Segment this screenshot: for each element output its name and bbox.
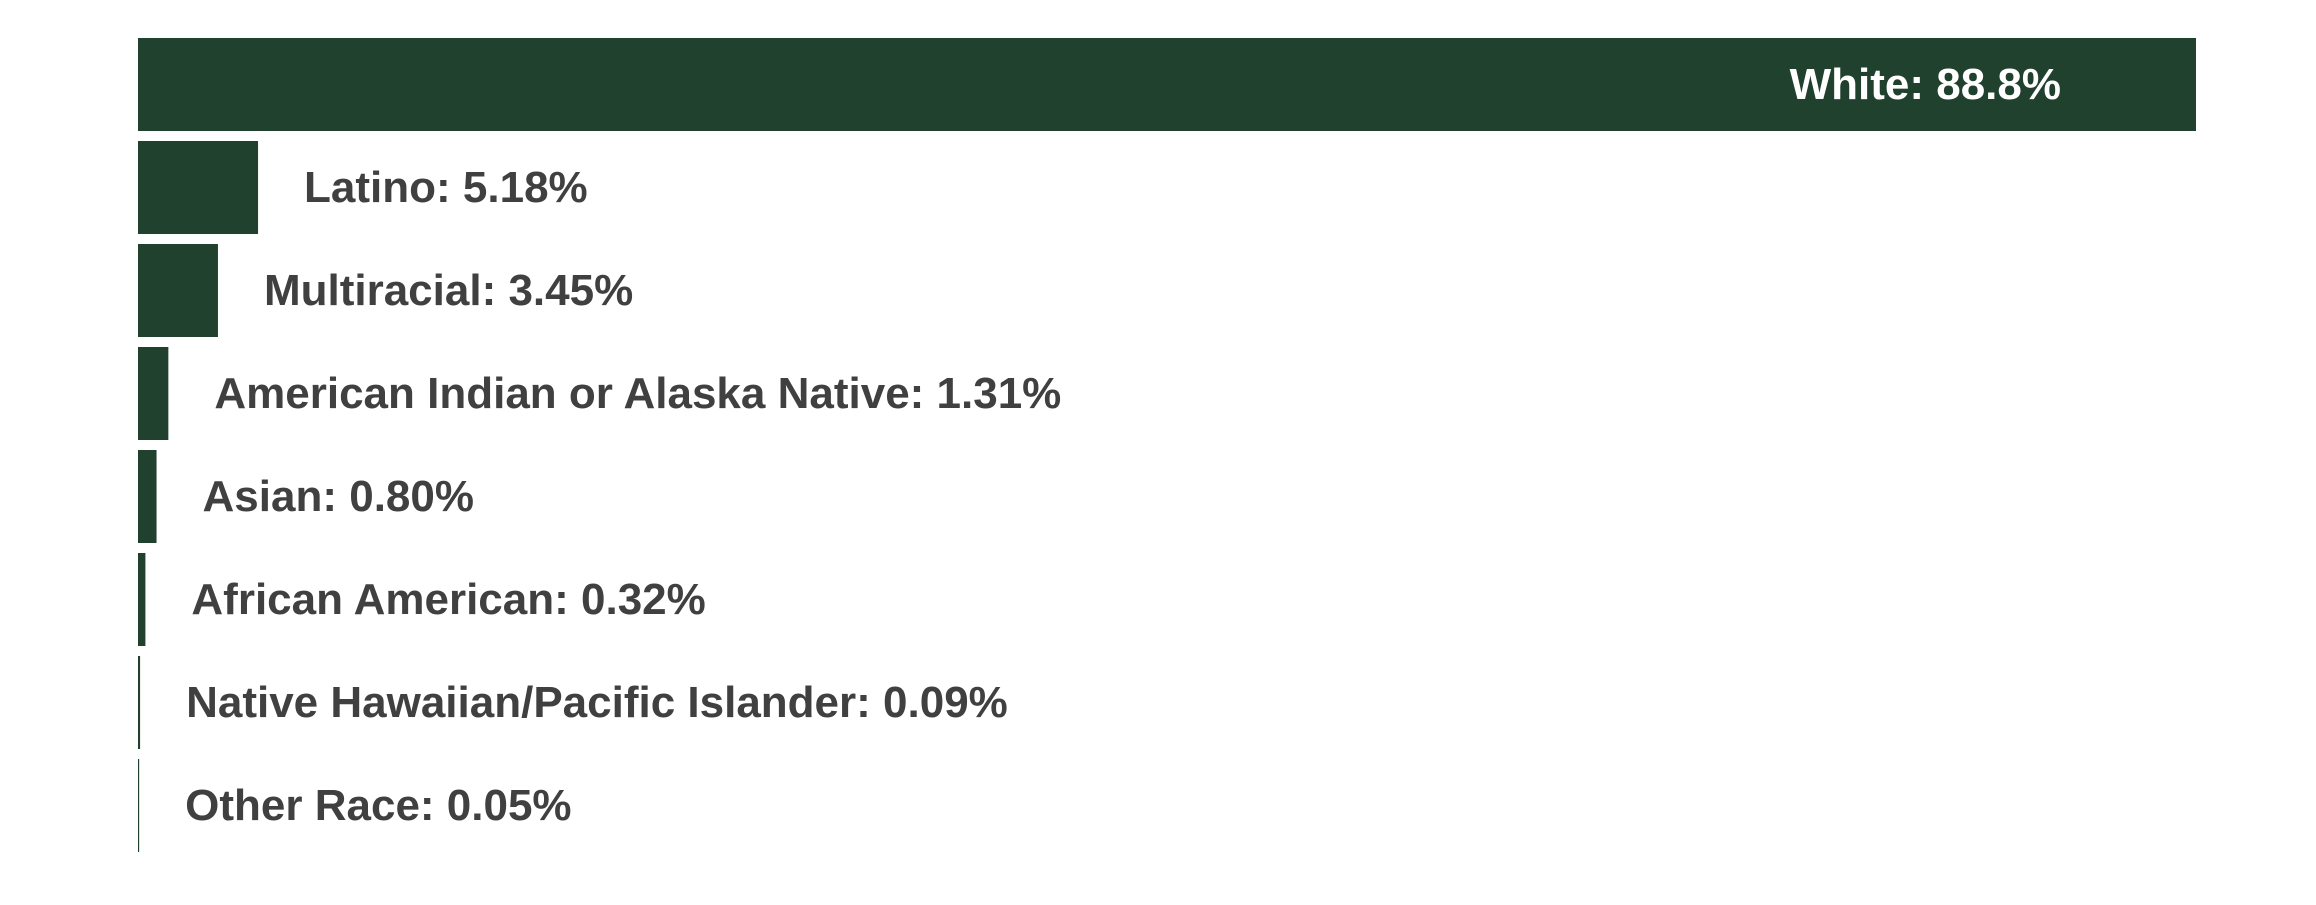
bar-label-0: White: 88.8% bbox=[1790, 60, 2061, 109]
bar-7 bbox=[138, 759, 140, 852]
bar-label-6: Native Hawaiian/Pacific Islander: 0.09% bbox=[186, 678, 1008, 727]
bar-4 bbox=[138, 450, 157, 543]
bar-label-1: Latino: 5.18% bbox=[304, 163, 588, 212]
bar-label-4: Asian: 0.80% bbox=[203, 472, 474, 521]
bar-2 bbox=[138, 244, 218, 337]
bar-label-2: Multiracial: 3.45% bbox=[264, 266, 633, 315]
labels-layer: White: 88.8% Latino: 5.18% Multiracial: 3.… bbox=[185, 60, 2061, 830]
bar-3 bbox=[138, 347, 169, 440]
bar-label-5: African American: 0.32% bbox=[191, 575, 705, 624]
bar-label-7: Other Race: 0.05% bbox=[185, 781, 571, 830]
bar-label-3: American Indian or Alaska Native: 1.31% bbox=[214, 369, 1061, 418]
bar-6 bbox=[138, 656, 141, 749]
bar-1 bbox=[138, 141, 259, 234]
bar-0 bbox=[138, 38, 2196, 131]
bars-layer bbox=[138, 38, 2196, 852]
bar-5 bbox=[138, 553, 146, 646]
